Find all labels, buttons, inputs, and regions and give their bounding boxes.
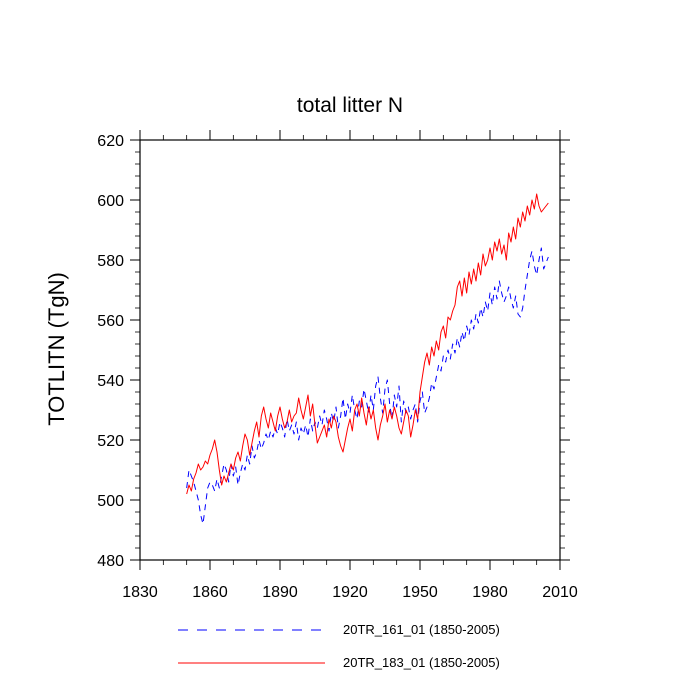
x-tick-label: 1920 <box>332 584 368 601</box>
y-tick-label: 600 <box>97 193 124 210</box>
y-tick-label: 480 <box>97 553 124 570</box>
series-line-2 <box>186 193 549 495</box>
y-tick-label: 520 <box>97 433 124 450</box>
x-tick-labels: 1830 1860 1890 1920 1950 1980 2010 <box>122 584 578 601</box>
y-tick-label: 540 <box>97 373 124 390</box>
y-tick-label: 620 <box>97 133 124 150</box>
legend-label-series-2: 20TR_183_01 (1850-2005) <box>343 655 500 670</box>
series-line-1 <box>186 247 549 525</box>
y-tick-label: 500 <box>97 493 124 510</box>
y-tick-label: 560 <box>97 313 124 330</box>
x-tick-label: 2010 <box>542 584 578 601</box>
legend: 20TR_161_01 (1850-2005) 20TR_183_01 (185… <box>178 622 500 670</box>
y-tick-label: 580 <box>97 253 124 270</box>
chart-title: total litter N <box>297 94 403 117</box>
minor-ticks <box>135 135 565 565</box>
legend-label-series-1: 20TR_161_01 (1850-2005) <box>343 622 500 637</box>
y-tick-labels: 480 500 520 540 560 580 600 620 <box>97 133 124 570</box>
x-tick-label: 1860 <box>192 584 228 601</box>
y-axis-label: TOTLITN (TgN) <box>44 272 69 426</box>
plot-frame <box>139 139 561 561</box>
series-layer <box>186 193 549 525</box>
x-tick-label: 1890 <box>262 584 298 601</box>
x-tick-label: 1980 <box>472 584 508 601</box>
x-tick-label: 1950 <box>402 584 438 601</box>
major-ticks <box>130 130 570 570</box>
x-tick-label: 1830 <box>122 584 158 601</box>
